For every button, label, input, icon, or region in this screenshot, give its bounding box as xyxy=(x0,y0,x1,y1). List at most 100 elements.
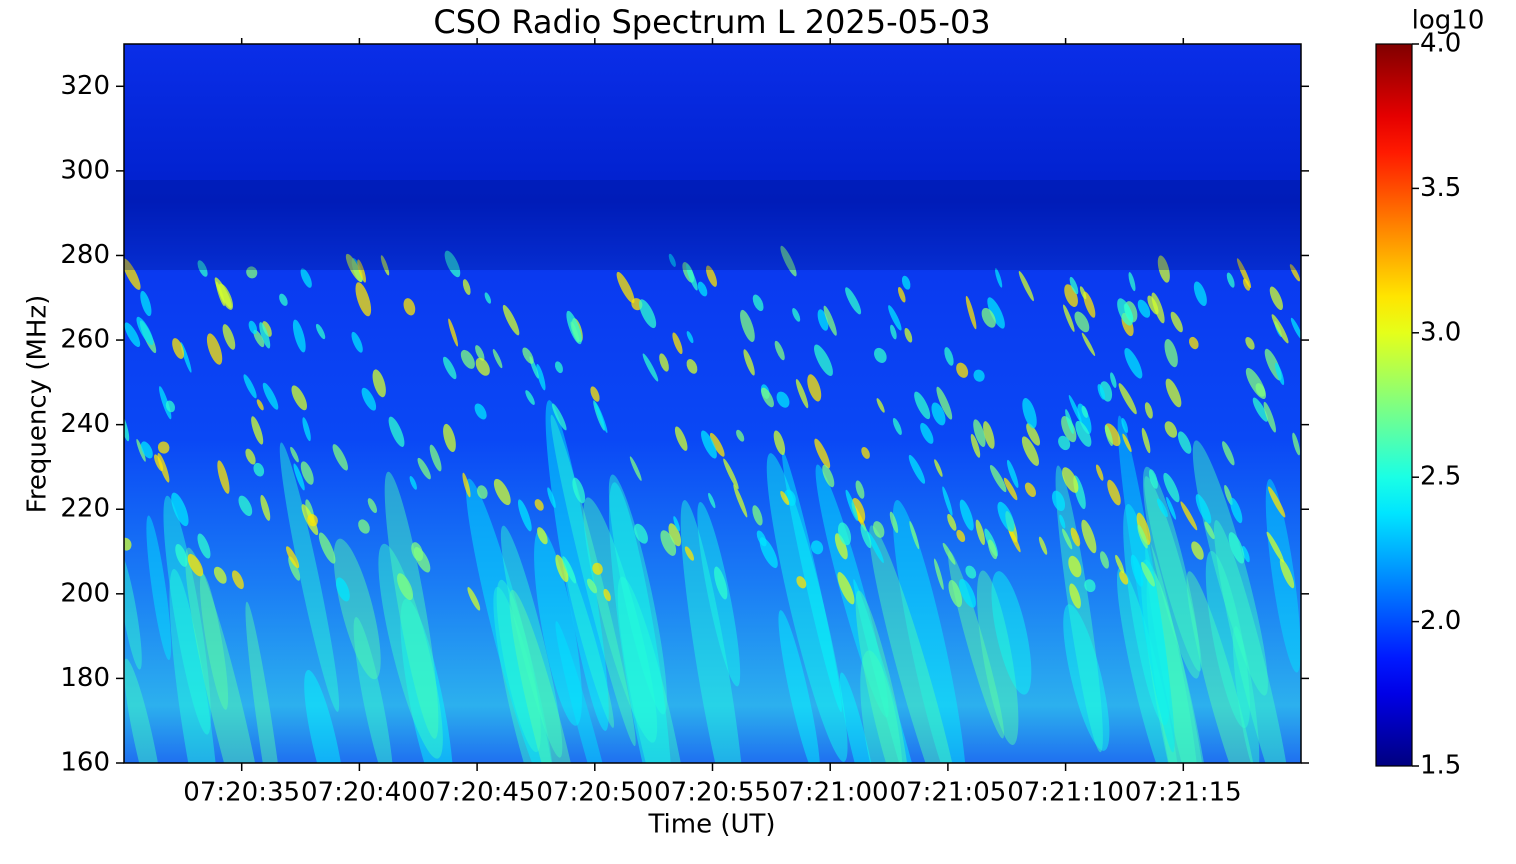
texture-blob xyxy=(522,347,534,364)
texture-blob xyxy=(948,579,963,608)
texture-blob xyxy=(474,403,487,420)
texture-blob xyxy=(1062,467,1079,493)
texture-blob xyxy=(822,464,835,488)
texture-streak xyxy=(1146,570,1215,763)
texture-blob xyxy=(1188,336,1199,350)
texture-blob xyxy=(554,361,563,374)
texture-blob xyxy=(958,578,976,608)
texture-blob xyxy=(736,429,745,442)
texture-blob xyxy=(1157,255,1170,283)
texture-blob xyxy=(1180,501,1198,531)
texture-blob xyxy=(397,573,414,601)
texture-blob xyxy=(187,553,204,577)
texture-streak xyxy=(778,610,821,763)
texture-blob xyxy=(920,422,934,444)
texture-blob xyxy=(892,417,902,435)
colorbar-tick-label: 3.0 xyxy=(1420,317,1461,347)
texture-streak xyxy=(1141,559,1219,763)
texture-blob xyxy=(1141,561,1155,587)
texture-blob xyxy=(1144,402,1153,419)
texture-blob xyxy=(358,519,370,534)
texture-blob xyxy=(288,556,301,581)
texture-blob xyxy=(1069,276,1079,295)
texture-blob xyxy=(686,331,694,344)
y-axis-label: Frequency (MHz) xyxy=(23,295,53,514)
texture-blob xyxy=(172,338,184,359)
texture-blob xyxy=(965,565,977,579)
texture-blob xyxy=(668,523,682,547)
texture-blob xyxy=(1081,332,1096,357)
texture-blob xyxy=(861,447,870,459)
texture-blob xyxy=(1121,417,1129,434)
texture-streak xyxy=(493,586,558,763)
texture-blob xyxy=(197,533,211,559)
y-tick-label: 160 xyxy=(60,748,110,778)
texture-streak xyxy=(1142,466,1201,679)
texture-blob xyxy=(1118,383,1137,415)
texture-blob xyxy=(1241,545,1250,563)
texture-blob xyxy=(897,286,906,303)
texture-blob xyxy=(1077,403,1092,434)
texture-streak xyxy=(976,570,1019,746)
texture-streak xyxy=(500,525,563,758)
texture-blob xyxy=(1289,264,1300,282)
texture-blob xyxy=(245,448,256,465)
texture-blob xyxy=(171,492,189,527)
texture-blob xyxy=(462,279,471,296)
texture-streak xyxy=(146,515,172,661)
texture-blob xyxy=(1151,292,1165,324)
texture-blob xyxy=(572,477,586,504)
texture-streak xyxy=(555,621,620,763)
texture-blob xyxy=(1107,479,1121,506)
texture-blob xyxy=(1124,348,1143,379)
texture-blob xyxy=(629,456,642,481)
texture-streak xyxy=(169,569,221,763)
spectrogram-texture xyxy=(124,180,1301,763)
texture-streak xyxy=(199,573,229,710)
texture-streak xyxy=(948,551,1005,739)
texture-blob xyxy=(1074,311,1090,333)
texture-blob xyxy=(616,271,635,304)
texture-blob xyxy=(292,319,306,353)
x-tick-label: 07:21:15 xyxy=(1125,778,1242,808)
texture-blob xyxy=(1069,583,1081,609)
texture-blob xyxy=(592,562,603,575)
texture-blob xyxy=(673,516,680,532)
texture-blob xyxy=(1007,526,1021,553)
texture-blob xyxy=(285,546,300,569)
texture-blob xyxy=(409,476,417,490)
texture-blob xyxy=(780,245,797,277)
texture-blob xyxy=(997,501,1015,532)
texture-blob xyxy=(206,333,223,365)
texture-blob xyxy=(175,544,188,567)
texture-blob xyxy=(867,531,884,563)
texture-blob xyxy=(1065,409,1074,435)
texture-blob xyxy=(251,416,264,445)
texture-blob xyxy=(475,357,490,376)
texture-blob xyxy=(307,513,318,527)
texture-blob xyxy=(860,524,872,549)
texture-blob xyxy=(1068,555,1082,578)
texture-blob xyxy=(634,523,648,544)
x-tick-label: 07:20:40 xyxy=(301,778,418,808)
texture-blob xyxy=(987,297,1005,329)
texture-streak xyxy=(853,579,946,763)
texture-blob xyxy=(743,349,755,376)
texture-blob xyxy=(851,497,866,523)
texture-blob xyxy=(914,391,931,420)
texture-blob xyxy=(780,490,790,506)
texture-blob xyxy=(213,566,227,584)
texture-streak xyxy=(534,529,582,726)
texture-blob xyxy=(262,321,272,337)
texture-blob xyxy=(293,463,305,491)
texture-blob xyxy=(773,430,786,456)
texture-blob xyxy=(944,347,954,366)
texture-blob xyxy=(429,444,442,472)
texture-blob xyxy=(1021,436,1040,466)
texture-blob xyxy=(484,292,492,304)
texture-blob xyxy=(279,293,288,306)
texture-blob xyxy=(1292,432,1301,456)
texture-streak xyxy=(583,497,658,743)
texture-blob xyxy=(380,255,390,276)
